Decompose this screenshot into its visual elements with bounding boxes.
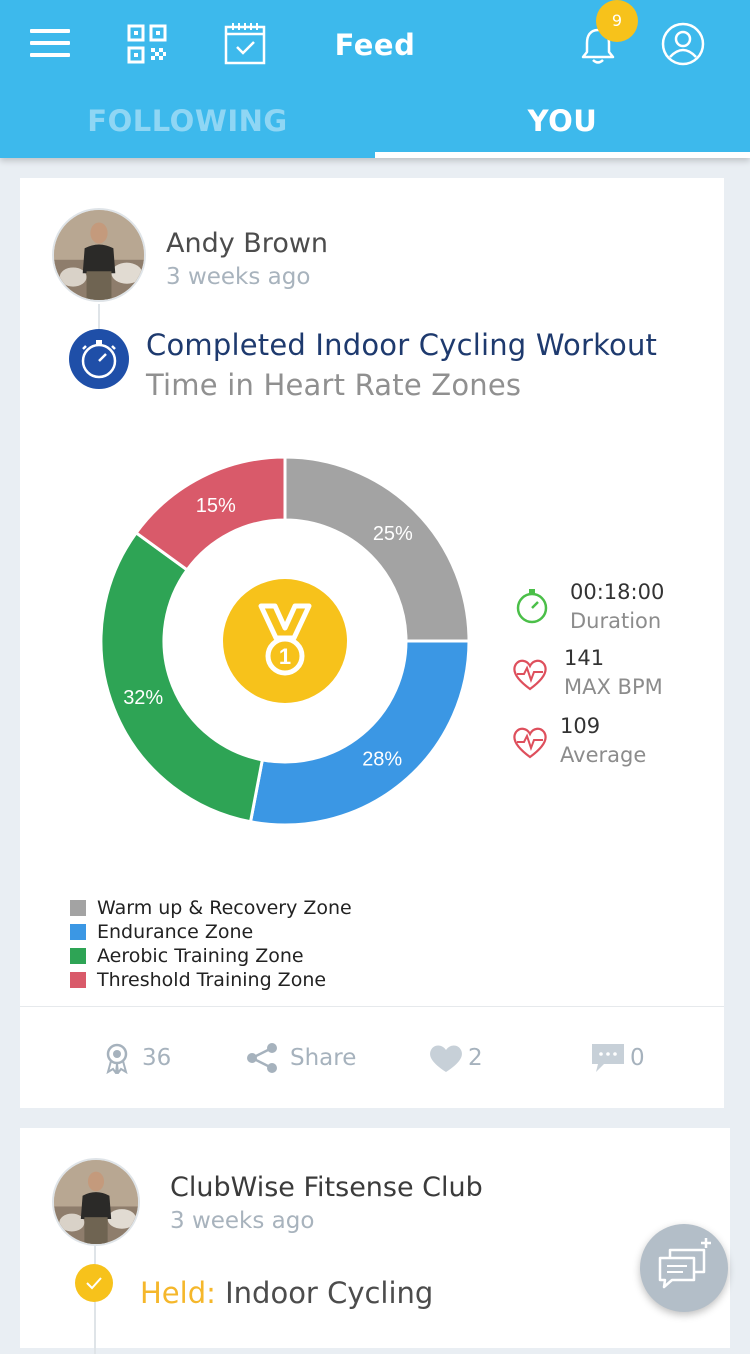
post-time: 3 weeks ago — [166, 264, 311, 290]
post-time: 3 weeks ago — [170, 1208, 315, 1234]
legend-swatch — [70, 972, 86, 988]
calendar-icon[interactable] — [223, 22, 267, 66]
tab-following[interactable]: FOLLOWING — [87, 104, 288, 138]
duration-label: Duration — [570, 609, 662, 633]
legend-item: Threshold Training Zone — [70, 968, 352, 992]
page-title: Feed — [334, 28, 416, 62]
stopwatch-badge-icon — [69, 329, 129, 389]
heart-rate-donut-chart: 25% 28% 32% 15% 1 — [100, 456, 470, 826]
card-divider — [20, 1006, 724, 1007]
max-bpm-label: MAX BPM — [564, 675, 663, 699]
profile-icon[interactable] — [660, 21, 706, 67]
share-button[interactable]: Share — [246, 1038, 356, 1078]
app-header: Feed 9 FOLLOWING YOU — [0, 0, 750, 158]
slice-label: 28% — [362, 749, 402, 771]
author-name[interactable]: ClubWise Fitsense Club — [170, 1172, 483, 1203]
comment-icon — [592, 1044, 624, 1072]
held-prefix: Held: — [140, 1276, 216, 1310]
slice-label: 15% — [196, 495, 236, 517]
donut-slice — [134, 456, 287, 572]
duration-value: 00:18:00 — [570, 580, 665, 604]
gold-medal-icon: 1 — [223, 579, 347, 703]
share-label: Share — [290, 1045, 357, 1071]
award-button[interactable]: 36 — [104, 1038, 171, 1078]
heart-icon — [430, 1045, 462, 1072]
avatar[interactable] — [52, 1158, 140, 1246]
timeline-line — [98, 304, 100, 334]
checkmark-icon — [75, 1264, 113, 1302]
average-bpm-value: 109 — [560, 714, 601, 738]
menu-icon[interactable] — [30, 27, 72, 59]
active-tab-indicator — [375, 152, 750, 158]
donut-slice — [248, 639, 470, 826]
slice-label: 25% — [373, 523, 413, 545]
max-bpm-value: 141 — [564, 646, 605, 670]
heart-rate-icon — [513, 727, 547, 759]
donut-slice — [100, 530, 265, 824]
comment-count: 0 — [630, 1045, 645, 1071]
svg-text:1: 1 — [279, 644, 291, 669]
avatar[interactable] — [52, 208, 146, 302]
heart-rate-icon — [513, 659, 547, 691]
award-icon — [106, 1043, 128, 1074]
notification-badge[interactable]: 9 — [596, 0, 638, 42]
average-bpm-label: Average — [560, 743, 647, 767]
chat-icon — [658, 1238, 711, 1289]
legend-swatch — [70, 924, 86, 940]
share-icon — [247, 1043, 277, 1073]
author-name[interactable]: Andy Brown — [166, 228, 329, 259]
chat-button[interactable] — [640, 1224, 728, 1312]
activity-subtitle: Time in Heart Rate Zones — [146, 368, 522, 402]
legend-item: Aerobic Training Zone — [70, 944, 352, 968]
award-count: 36 — [142, 1045, 172, 1071]
feed-post-card: ClubWise Fitsense Club 3 weeks ago Held:… — [20, 1128, 730, 1354]
like-count: 2 — [468, 1045, 483, 1071]
legend-item: Warm up & Recovery Zone — [70, 896, 352, 920]
like-button[interactable]: 2 — [428, 1038, 483, 1078]
comment-button[interactable]: 0 — [590, 1038, 645, 1078]
slice-label: 32% — [123, 687, 163, 709]
activity-title[interactable]: Completed Indoor Cycling Workout — [146, 328, 658, 362]
held-event-name: Indoor Cycling — [225, 1276, 434, 1310]
stopwatch-icon — [516, 589, 548, 624]
held-event-label[interactable]: Held: Indoor Cycling — [140, 1276, 433, 1310]
feed-post-card: Andy Brown 3 weeks ago Completed Indoor … — [20, 178, 724, 1108]
qr-code-icon[interactable] — [127, 24, 167, 64]
tab-you[interactable]: YOU — [527, 104, 598, 138]
legend-swatch — [70, 900, 86, 916]
chart-legend: Warm up & Recovery Zone Endurance Zone A… — [70, 896, 352, 992]
legend-item: Endurance Zone — [70, 920, 352, 944]
donut-slice — [283, 456, 470, 643]
legend-swatch — [70, 948, 86, 964]
